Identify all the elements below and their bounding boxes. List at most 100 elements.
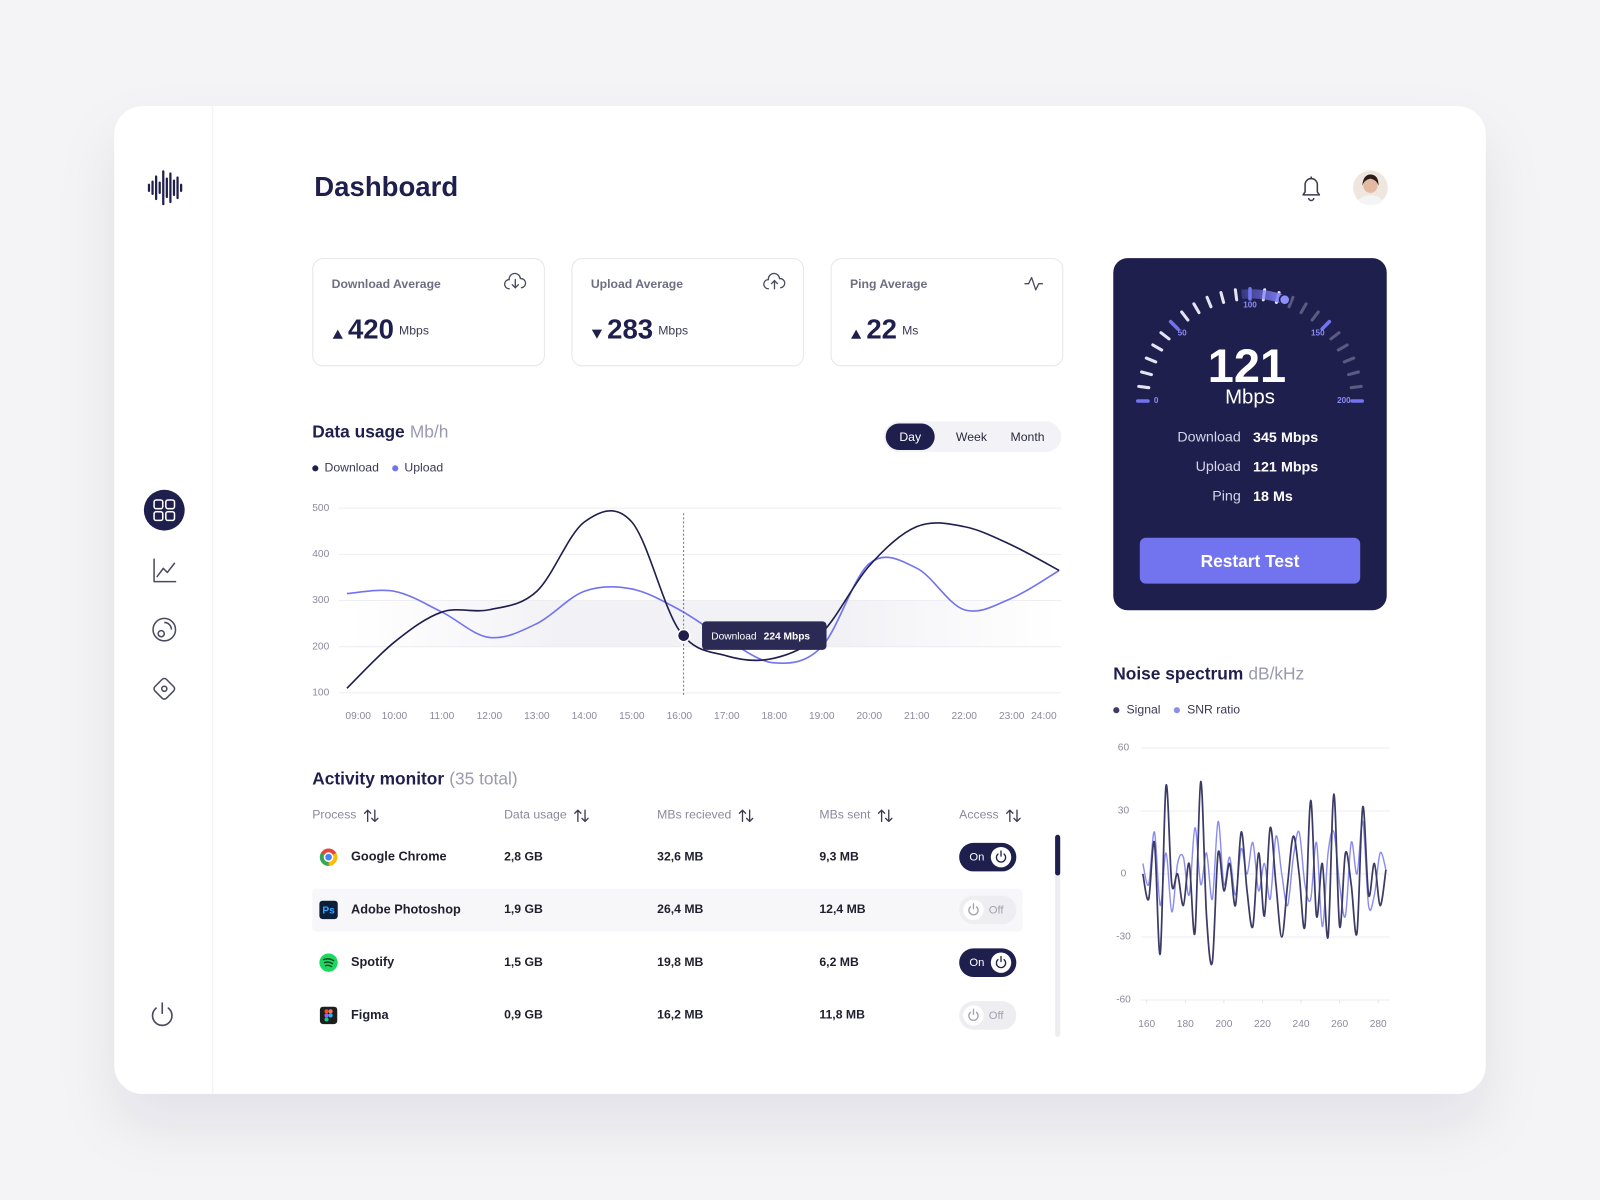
gauge-tick-label: 0 [1154,396,1159,405]
toggle-label[interactable]: On [969,957,984,969]
toggle-knob[interactable] [990,846,1012,868]
access-toggle[interactable]: Off [959,1001,1017,1030]
logout[interactable] [151,1002,173,1027]
y-tick-label: 400 [312,549,329,560]
y-tick-label: -60 [1116,995,1131,1006]
speed-row-label: Ping [1212,489,1241,505]
figma-icon-dot [328,1009,333,1014]
power-icon[interactable] [995,955,1007,969]
photoshop-icon [319,900,338,920]
access-toggle[interactable]: On [959,948,1017,977]
x-tick-label: 11:00 [430,711,455,722]
trend-down [591,329,603,339]
legend-label: SNR ratio [1187,702,1240,716]
toggle-label[interactable]: Off [989,1010,1005,1022]
sort-icon[interactable] [738,809,754,823]
toggle-knob[interactable] [963,899,984,921]
bell-icon[interactable] [1302,176,1321,202]
y-tick-label: 500 [312,503,329,514]
gauge-tick [1168,319,1180,331]
tab[interactable]: Month [1011,430,1045,444]
column-header[interactable]: MBs recieved [657,808,731,822]
gauge-dash [1180,310,1190,322]
x-tick-label: 22:00 [951,711,977,722]
gauge-dash [1329,331,1341,341]
gauge-knob [1278,293,1291,306]
x-tick-label: 09:00 [345,711,371,722]
tooltip-box [702,621,827,650]
toggle-knob[interactable] [990,952,1012,973]
stat-card-box [830,258,1064,367]
stat-unit: Ms [902,324,918,338]
scroll-thumb[interactable] [1055,834,1061,876]
speed-row-value: 18 Ms [1253,489,1293,505]
legend-dot [392,465,399,472]
stat-card: Ping Average 22 Ms [830,258,1064,367]
restart-button-label[interactable]: Restart Test [1201,551,1300,571]
gauge-dash [1347,370,1360,377]
speed-row-label: Download [1177,430,1241,446]
tab-active[interactable] [885,423,935,450]
power-icon[interactable] [968,1008,979,1021]
stat-value: 283 Mbps [607,314,688,345]
spotify-icon-waves [322,958,335,968]
sort-icon[interactable] [363,809,379,823]
stat-number: 283 [607,314,653,345]
stat-label: Upload Average [591,277,683,291]
stat-card: Upload Average 283 Mbps [571,258,805,367]
restart-button[interactable] [1139,537,1361,584]
y-tick-label: -30 [1116,932,1131,943]
speed-row-number: 121 [1253,459,1277,475]
nav-diamond[interactable] [153,677,176,700]
stat-number: 22 [866,314,897,345]
access-toggle[interactable]: Off [959,895,1017,925]
x-tick-label: 220 [1254,1019,1271,1030]
toggle-label[interactable]: Off [989,904,1005,916]
x-tick-label: 14:00 [572,711,598,722]
y-tick-label: 0 [1121,869,1127,880]
gauge-dash [1151,343,1164,352]
legend-label: Signal [1127,702,1161,716]
section-count: (35 total) [449,768,517,788]
x-tick-label: 280 [1370,1019,1387,1030]
figma-icon-dot [324,1017,329,1022]
stat-value: 22 Ms [866,314,918,345]
chart-title-text: Data usage [312,421,405,441]
nav-stats[interactable] [153,558,177,583]
y-tick-label: 100 [312,688,329,699]
figma-icon-dot [328,1013,333,1018]
speed-card [1113,258,1387,611]
tab[interactable]: Day [899,430,922,444]
figma-icon-dot [324,1013,329,1018]
x-tick-label: 13:00 [524,711,550,722]
nav-dashboard[interactable] [143,489,185,531]
access-toggle[interactable]: On [959,842,1017,872]
column-header[interactable]: Data usage [504,808,567,822]
column-header[interactable]: MBs sent [819,808,871,822]
nav-disc[interactable] [152,617,177,642]
tab[interactable]: Week [956,430,988,444]
gauge-dash [1192,302,1201,315]
cell: 1,9 GB [504,902,543,916]
power-icon[interactable] [995,850,1007,863]
sort-icon[interactable] [877,809,893,823]
stat-unit: Mbps [399,324,429,338]
column-header[interactable]: Access [959,808,998,822]
sort-icon[interactable] [574,809,589,823]
legend-dot [312,465,319,472]
speed-row-value: 121 Mbps [1253,459,1318,475]
cell: 0,9 GB [504,1008,543,1022]
avatar[interactable] [1353,170,1388,206]
sort-icon[interactable] [1006,809,1021,823]
gauge-tick [1320,319,1332,331]
cloud-download-icon [503,272,527,290]
toggle-label[interactable]: On [969,852,984,864]
column-header[interactable]: Process [312,808,356,822]
stat-label: Download Average [332,277,441,291]
toggle-knob[interactable] [963,1005,984,1026]
chart-unit: dB/kHz [1248,663,1304,683]
chrome-icon-ring [323,852,334,862]
power-icon[interactable] [968,903,979,916]
process-name: Adobe Photoshop [351,901,461,916]
